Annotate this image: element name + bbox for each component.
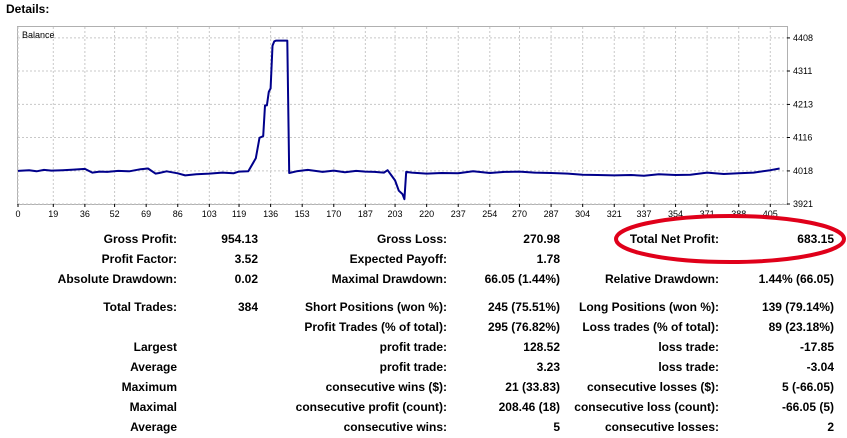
x-tick-label: 304 (575, 209, 590, 219)
max-consecutive-wins-value: 21 (33.83) (505, 380, 560, 394)
short-positions-value: 245 (75.51%) (487, 300, 560, 314)
x-axis-ticks: 0 19 36 52 69 86 103 119 136 153 170 187 203 220 237 25… (15, 204, 778, 219)
chart-series-label: Balance (22, 30, 55, 40)
max-consecutive-losses-value: 5 (-66.05) (781, 380, 834, 394)
max-consecutive-wins-label: consecutive wins ($): (325, 380, 447, 394)
x-tick-label: 136 (263, 209, 278, 219)
gross-profit-label: Gross Profit: (103, 232, 177, 246)
x-tick-label: 0 (15, 209, 20, 219)
x-tick-label: 287 (544, 209, 559, 219)
y-axis-ticks: 4408 4311 4213 4116 4018 3921 (787, 33, 813, 209)
x-tick-label: 371 (700, 209, 715, 219)
long-positions-label: Long Positions (won %): (579, 300, 719, 314)
total-net-profit-label: Total Net Profit: (629, 232, 719, 246)
x-tick-label: 119 (232, 209, 246, 219)
x-tick-label: 52 (110, 209, 120, 219)
x-tick-label: 237 (451, 209, 466, 219)
x-tick-label: 337 (636, 209, 651, 219)
profit-factor-value: 3.52 (234, 252, 258, 266)
loss-trades-value: 89 (23.18%) (768, 320, 834, 334)
maximum-row-label: Maximum (121, 380, 177, 394)
y-tick-label: 4213 (793, 99, 813, 109)
x-tick-label: 321 (607, 209, 622, 219)
maximal-consecutive-profit-label: consecutive profit (count): (295, 400, 447, 414)
y-tick-label: 4311 (793, 66, 812, 76)
details-title: Details: (6, 2, 50, 16)
x-tick-label: 254 (482, 209, 497, 219)
y-tick-label: 4018 (793, 166, 813, 176)
loss-trades-label: Loss trades (% of total): (582, 320, 719, 334)
expected-payoff-label: Expected Payoff: (349, 252, 447, 266)
average-profit-label: profit trade: (379, 360, 447, 374)
relative-drawdown-label: Relative Drawdown: (604, 272, 719, 286)
maximal-consecutive-profit-value: 208.46 (18) (498, 400, 560, 414)
profit-factor-label: Profit Factor: (101, 252, 177, 266)
profit-trades-label: Profit Trades (% of total): (304, 320, 447, 334)
x-tick-label: 86 (173, 209, 183, 219)
absolute-drawdown-label: Absolute Drawdown: (57, 272, 177, 286)
largest-loss-label: loss trade: (658, 340, 719, 354)
x-tick-label: 405 (763, 209, 778, 219)
absolute-drawdown-value: 0.02 (234, 272, 258, 286)
gross-loss-label: Gross Loss: (376, 232, 447, 246)
short-positions-label: Short Positions (won %): (305, 300, 447, 314)
y-tick-label: 4408 (793, 33, 813, 43)
x-tick-label: 220 (419, 209, 434, 219)
y-tick-label: 4116 (793, 132, 812, 142)
chart-grid (17, 27, 787, 205)
gross-loss-value: 270.98 (523, 232, 560, 246)
maximal-drawdown-value: 66.05 (1.44%) (484, 272, 560, 286)
total-net-profit-value: 683.15 (797, 232, 834, 246)
average-loss-value: -3.04 (806, 360, 834, 374)
gross-profit-value: 954.13 (221, 232, 258, 246)
average-loss-label: loss trade: (658, 360, 719, 374)
x-tick-label: 36 (80, 209, 90, 219)
largest-row-label: Largest (133, 340, 177, 354)
x-tick-label: 19 (48, 209, 58, 219)
avg-consecutive-wins-label: consecutive wins: (343, 420, 447, 434)
x-tick-label: 354 (668, 209, 683, 219)
total-trades-value: 384 (237, 300, 258, 314)
avg-consecutive-losses-label: consecutive losses: (604, 420, 719, 434)
average-row-label: Average (130, 360, 177, 374)
profit-trades-value: 295 (76.82%) (487, 320, 560, 334)
x-tick-label: 153 (295, 209, 310, 219)
largest-profit-value: 128.52 (523, 340, 560, 354)
x-tick-label: 170 (326, 209, 341, 219)
maximal-row-label: Maximal (129, 400, 177, 414)
x-tick-label: 187 (358, 209, 373, 219)
maximal-consecutive-loss-value: -66.05 (5) (781, 400, 834, 414)
long-positions-value: 139 (79.14%) (761, 300, 834, 314)
avg-consecutive-wins-value: 5 (553, 420, 560, 434)
balance-series-line (17, 39, 780, 201)
x-tick-label: 69 (141, 209, 151, 219)
x-tick-label: 270 (512, 209, 527, 219)
average-profit-value: 3.23 (536, 360, 560, 374)
largest-profit-label: profit trade: (379, 340, 447, 354)
avg-consecutive-losses-value: 2 (827, 420, 834, 434)
expected-payoff-value: 1.78 (536, 252, 560, 266)
x-tick-label: 388 (731, 209, 746, 219)
max-consecutive-losses-label: consecutive losses ($): (586, 380, 719, 394)
x-tick-label: 103 (202, 209, 217, 219)
y-tick-label: 3921 (793, 199, 813, 209)
average-consecutive-row-label: Average (130, 420, 177, 434)
largest-loss-value: -17.85 (799, 340, 834, 354)
maximal-drawdown-label: Maximal Drawdown: (331, 272, 447, 286)
maximal-consecutive-loss-label: consecutive loss (count): (574, 400, 719, 414)
total-trades-label: Total Trades: (103, 300, 177, 314)
relative-drawdown-value: 1.44% (66.05) (758, 272, 834, 286)
balance-chart: 0 19 36 52 69 86 103 119 136 153 170 187 203 220 237 25… (15, 27, 813, 219)
x-tick-label: 203 (388, 209, 403, 219)
